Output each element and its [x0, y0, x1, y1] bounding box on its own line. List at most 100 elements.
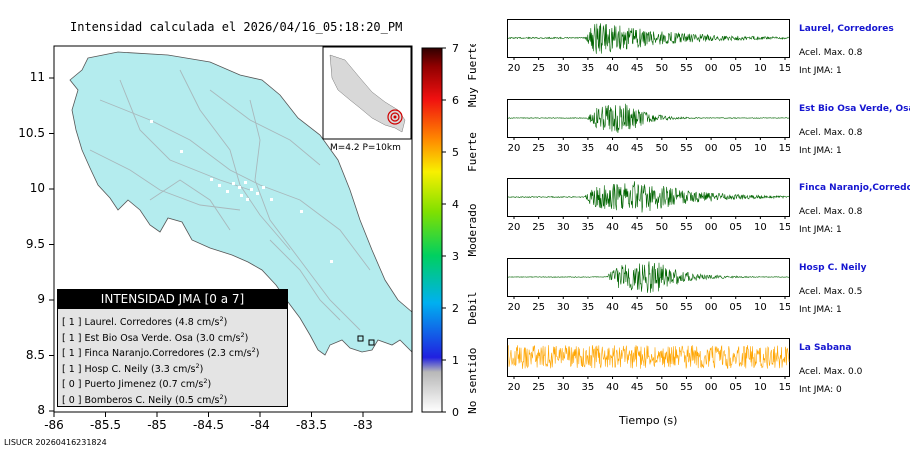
legend-acceleration: (0.7 cm/s [158, 379, 204, 391]
legend-acceleration: (3.0 cm/s [196, 332, 241, 344]
time-tick-label: 05 [729, 382, 742, 392]
colorbar-value: 6 [452, 94, 459, 107]
station-name: Hosp C. Neily [799, 263, 867, 273]
lat-tick-marks [49, 77, 54, 412]
jma-intensity: Int JMA: 0 [799, 385, 842, 395]
colorbar-category-label: No sentido [466, 348, 479, 414]
lon-tick-label: -83 [353, 418, 373, 432]
time-tick-label: 25 [532, 382, 545, 392]
time-tick-label: 20 [508, 143, 521, 153]
time-tick-label: 05 [729, 143, 742, 153]
legend-acceleration: (2.3 cm/s [207, 348, 252, 360]
legend-station-name: Est Bio Osa Verde. Osa [84, 332, 197, 344]
legend-intensity: [ 0 ] [62, 394, 85, 406]
time-tick-label: 50 [655, 302, 668, 312]
time-tick-label: 30 [557, 63, 570, 73]
time-axis-title: Tiempo (s) [619, 414, 678, 427]
time-tick-label: 50 [655, 222, 668, 232]
time-tick-label: 25 [532, 143, 545, 153]
seismogram-plot: 20 25 30 35 40 45 50 55 00 05 10 15 [507, 258, 790, 312]
time-tick-label: 20 [508, 222, 521, 232]
magnitude-depth-label: M=4.2 P=10km [330, 143, 401, 153]
seismogram-plot: 20 25 30 35 40 45 50 55 00 05 10 15 [507, 19, 790, 73]
max-acceleration: Acel. Max. 0.5 [799, 287, 863, 297]
time-tick-label: 20 [508, 382, 521, 392]
time-tick-label: 15 [779, 302, 790, 312]
waveform-trace [507, 261, 790, 293]
time-tick-label: 55 [680, 63, 693, 73]
footer-identifier: LISUCR 20260416231824 [4, 438, 107, 447]
time-tick-label: 10 [754, 222, 767, 232]
time-tick-label: 15 [779, 222, 790, 232]
station-name: Finca Naranjo,Corredores [799, 183, 910, 193]
time-tick-label: 55 [680, 222, 693, 232]
time-tick-label: 10 [754, 302, 767, 312]
time-tick-label: 45 [631, 222, 644, 232]
time-tick-label: 35 [582, 63, 595, 73]
time-tick-label: 40 [606, 302, 619, 312]
time-tick-label: 40 [606, 63, 619, 73]
lon-tick-label: -86 [44, 418, 64, 432]
intensity-legend: INTENSIDAD JMA [0 a 7] [ 1 ] Laurel. Cor… [57, 289, 288, 407]
colorbar-category-label: Muy Fuerte [466, 44, 479, 107]
legend-intensity: [ 1 ] [62, 332, 85, 344]
legend-station-name: Laurel. Corredores [84, 317, 175, 329]
legend-intensity: [ 0 ] [62, 379, 85, 391]
time-tick-label: 25 [532, 63, 545, 73]
station-name: Laurel, Corredores [799, 24, 894, 34]
time-tick-label: 30 [557, 143, 570, 153]
time-tick-label: 15 [779, 143, 790, 153]
time-tick-label: 00 [705, 302, 718, 312]
time-tick-label: 25 [532, 222, 545, 232]
lat-tick-label: 8.5 [25, 347, 45, 362]
lat-tick-label: 9.5 [25, 236, 45, 251]
time-tick-label: 25 [532, 302, 545, 312]
legend-station-name: Finca Naranjo.Corredores [84, 348, 208, 360]
station-marker [368, 339, 375, 346]
max-acceleration: Acel. Max. 0.0 [799, 367, 863, 377]
lat-tick-label: 11 [29, 70, 45, 84]
time-tick-label: 50 [655, 143, 668, 153]
station-name: Est Bio Osa Verde, Osa [799, 104, 910, 114]
city-markers [150, 120, 333, 263]
lon-tick-label: -83.5 [295, 418, 328, 432]
jma-intensity: Int JMA: 1 [799, 146, 842, 156]
legend-item: [ 1 ] Finca Naranjo.Corredores (2.3 cm/s… [62, 346, 260, 360]
intensity-colorbar: 7 6 5 4 3 2 1 0 Muy Fuerte Fuerte Moderado Debil No… [421, 44, 479, 416]
time-tick-label: 30 [557, 222, 570, 232]
time-tick-label: 30 [557, 302, 570, 312]
jma-intensity: Int JMA: 1 [799, 225, 842, 235]
legend-intensity: [ 1 ] [62, 317, 85, 329]
colorbar-tick-labels: 7 6 5 4 3 2 1 0 [442, 44, 459, 416]
colorbar-value: 0 [452, 406, 459, 416]
road-network [89, 69, 371, 331]
legend-item: [ 1 ] Est Bio Osa Verde. Osa (3.0 cm/s2) [62, 330, 249, 344]
time-tick-label: 40 [606, 222, 619, 232]
legend-intensity: [ 1 ] [62, 348, 85, 360]
legend-station-name: Hosp C. Neily [84, 363, 152, 375]
lon-tick-label: -84.5 [192, 418, 225, 432]
time-tick-label: 35 [582, 143, 595, 153]
seismogram-plot: 20 25 30 35 40 45 50 55 00 05 10 15 [507, 178, 790, 232]
legend-station-name: Puerto Jimenez [84, 379, 159, 391]
time-tick-label: 05 [729, 63, 742, 73]
lat-tick-label: 10 [29, 181, 45, 195]
time-tick-label: 30 [557, 382, 570, 392]
legend-header: INTENSIDAD JMA [0 a 7] [58, 290, 287, 309]
time-tick-label: 15 [779, 382, 790, 392]
legend-item: [ 1 ] Laurel. Corredores (4.8 cm/s2) [62, 315, 228, 329]
lat-tick-label: 10.5 [18, 125, 45, 140]
lon-tick-label: -85 [147, 418, 167, 432]
time-tick-label: 40 [606, 382, 619, 392]
legend-station-name: Bomberos C. Neily [84, 394, 176, 406]
time-tick-label: 35 [582, 222, 595, 232]
inset-map [322, 46, 412, 140]
time-tick-label: 40 [606, 143, 619, 153]
time-tick-label: 15 [779, 63, 790, 73]
seismogram-plot: 20 25 30 35 40 45 50 55 00 05 10 15 [507, 99, 790, 153]
epicenter-icon [387, 109, 403, 125]
time-tick-label: 45 [631, 143, 644, 153]
jma-intensity: Int JMA: 1 [799, 66, 842, 76]
time-tick-label: 45 [631, 382, 644, 392]
colorbar-value: 5 [452, 146, 459, 159]
